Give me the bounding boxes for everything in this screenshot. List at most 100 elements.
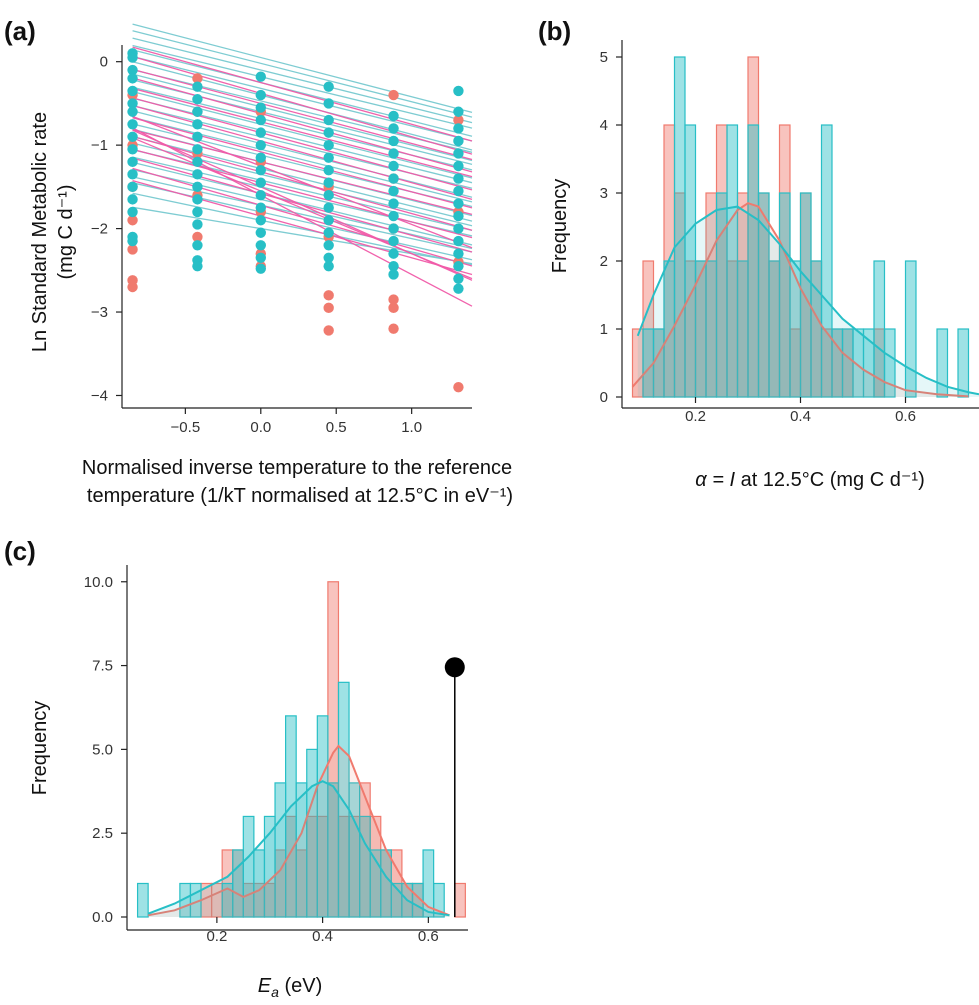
data-point xyxy=(453,148,463,158)
data-point xyxy=(256,102,266,112)
data-point xyxy=(127,73,137,83)
data-point xyxy=(127,144,137,154)
data-point xyxy=(453,211,463,221)
data-point xyxy=(256,72,266,82)
data-point xyxy=(388,161,398,171)
y-tick-label: 7.5 xyxy=(92,658,113,675)
data-point xyxy=(127,207,137,217)
data-point xyxy=(256,165,266,175)
y-tick-label: 5 xyxy=(600,49,608,66)
data-point xyxy=(256,115,266,125)
data-point xyxy=(192,119,202,129)
fit-line xyxy=(133,47,472,141)
y-tick-label: 0 xyxy=(100,54,108,71)
data-point xyxy=(453,123,463,133)
data-point xyxy=(127,194,137,204)
data-point xyxy=(388,269,398,279)
y-tick-label: 2.5 xyxy=(92,825,113,842)
panel-c-y-ticks: 0.02.55.07.510.0 xyxy=(84,574,127,926)
data-point xyxy=(453,382,463,392)
data-point xyxy=(256,228,266,238)
data-point xyxy=(127,236,137,246)
data-point xyxy=(388,148,398,158)
data-point xyxy=(256,215,266,225)
data-point xyxy=(127,52,137,62)
x-tick-label: 0.4 xyxy=(790,408,811,425)
fit-line xyxy=(133,177,472,252)
y-tick-label: 0 xyxy=(600,389,608,406)
data-point xyxy=(323,152,333,162)
data-point xyxy=(256,152,266,162)
panel-a-ylabel-line1: Ln Standard Metabolic rate xyxy=(29,112,51,352)
data-point xyxy=(256,263,266,273)
data-point xyxy=(323,165,333,175)
data-point xyxy=(127,157,137,167)
y-tick-label: 3 xyxy=(600,185,608,202)
x-tick-label: 0.6 xyxy=(895,408,916,425)
panel-c-xlabel-suffix: (eV) xyxy=(279,975,322,997)
panel-label-a: (a) xyxy=(4,16,36,46)
data-point xyxy=(388,173,398,183)
data-point xyxy=(192,194,202,204)
data-point xyxy=(453,223,463,233)
panel-a-y-ticks: 0−1−2−3−4 xyxy=(91,54,122,405)
panel-b-ylabel: Frequency xyxy=(549,179,571,274)
y-tick-label: −4 xyxy=(91,387,108,404)
panel-c-xlabel: Ea (eV) xyxy=(258,975,322,1000)
data-point xyxy=(256,90,266,100)
data-point xyxy=(127,182,137,192)
panel-a-ylabel-line2: (mg C d⁻¹) xyxy=(55,185,77,280)
panel-c-xlabel-e: E xyxy=(258,975,272,997)
data-point xyxy=(388,198,398,208)
data-point xyxy=(453,198,463,208)
data-point xyxy=(323,140,333,150)
panel-b-xlabel: α = I at 12.5°C (mg C d⁻¹) xyxy=(695,469,924,491)
data-point xyxy=(453,186,463,196)
data-point xyxy=(388,123,398,133)
x-tick-label: 0.2 xyxy=(206,928,227,945)
data-point xyxy=(323,203,333,213)
y-tick-label: 10.0 xyxy=(84,574,113,591)
data-point xyxy=(323,177,333,187)
data-point xyxy=(256,177,266,187)
data-point xyxy=(256,240,266,250)
data-point xyxy=(192,94,202,104)
data-point xyxy=(192,144,202,154)
data-point xyxy=(323,290,333,300)
data-point xyxy=(453,161,463,171)
histogram-bar xyxy=(455,883,466,917)
y-tick-label: 2 xyxy=(600,253,608,270)
data-point xyxy=(256,127,266,137)
data-point xyxy=(388,303,398,313)
lollipop-head xyxy=(445,657,465,677)
fit-line xyxy=(133,38,472,122)
fit-line xyxy=(133,150,472,231)
data-point xyxy=(127,169,137,179)
fit-line xyxy=(133,78,472,172)
data-point xyxy=(256,140,266,150)
data-point xyxy=(388,248,398,258)
data-point xyxy=(388,90,398,100)
y-tick-label: −2 xyxy=(91,221,108,238)
data-point xyxy=(388,223,398,233)
data-point xyxy=(453,107,463,117)
data-point xyxy=(127,119,137,129)
panel-c-xlabel-sub: a xyxy=(271,984,279,1000)
data-point xyxy=(388,324,398,334)
data-point xyxy=(453,248,463,258)
data-point xyxy=(323,127,333,137)
data-point xyxy=(323,303,333,313)
fit-line xyxy=(133,57,472,155)
data-point xyxy=(127,282,137,292)
y-tick-label: 5.0 xyxy=(92,741,113,758)
panel-a-fit-lines xyxy=(133,24,472,306)
data-point xyxy=(323,325,333,335)
data-point xyxy=(388,186,398,196)
panel-c-lollipop xyxy=(445,657,465,917)
x-tick-label: 0.0 xyxy=(250,419,271,436)
